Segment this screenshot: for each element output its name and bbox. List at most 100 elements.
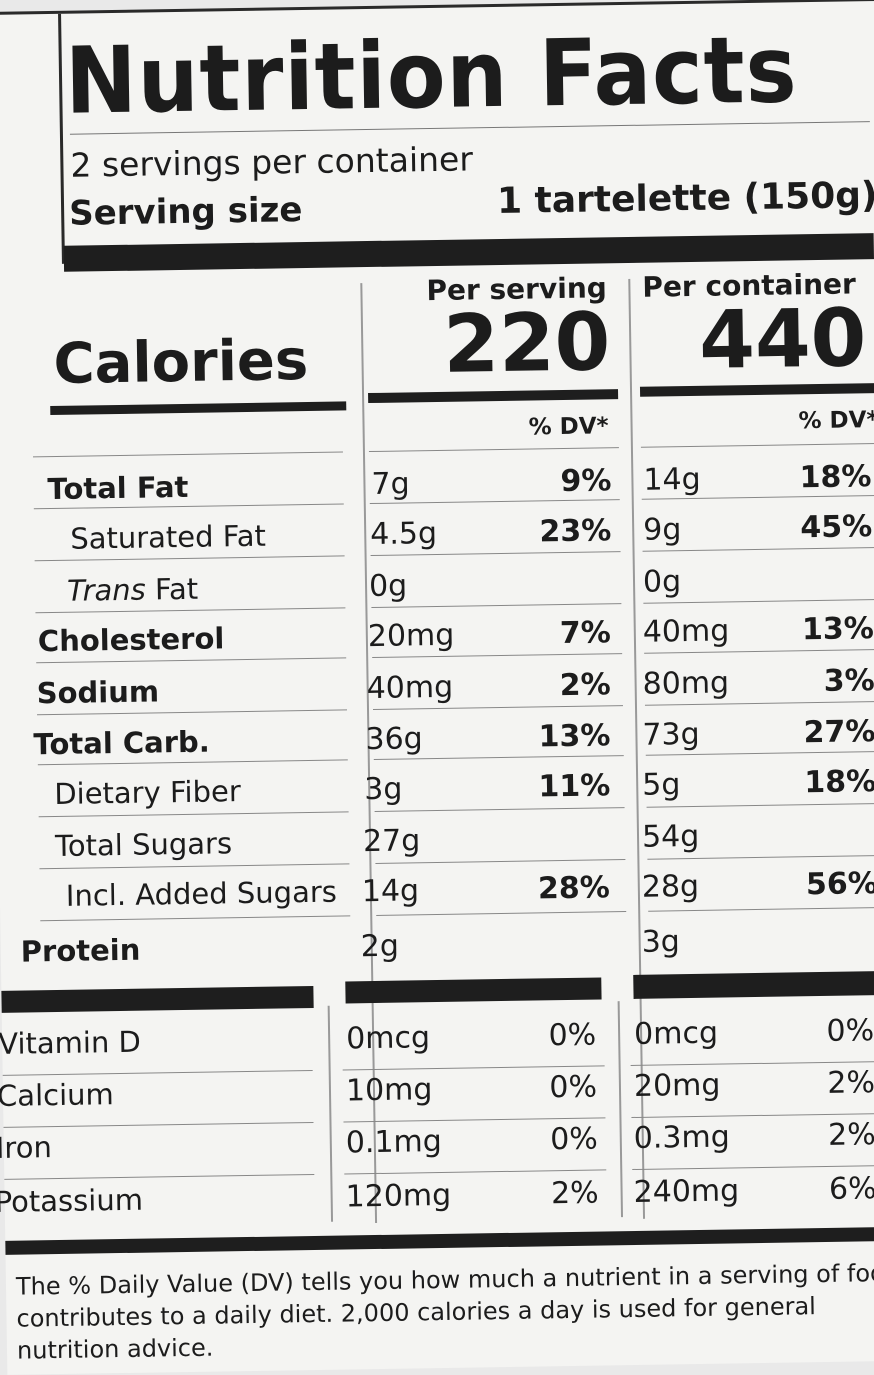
vitamin-rows: Vitamin D 0mcg 0% 0mcg 0% Calcium 10mg 0% 20mg 2%… xyxy=(0,1,874,1222)
nutrient-serving-dv: 9% xyxy=(560,463,612,500)
nutrient-serving-dv xyxy=(491,565,611,567)
row-separator xyxy=(644,701,874,706)
vitamin-serving-amount: 120mg xyxy=(345,1177,452,1215)
row-separator xyxy=(646,803,874,808)
calories-rule-mid xyxy=(368,389,619,404)
vitamin-name: Calcium xyxy=(0,1077,114,1113)
nutrient-container-dv xyxy=(753,561,873,563)
nutrient-serving-dv xyxy=(490,820,610,822)
row-separator xyxy=(344,1169,607,1175)
nutrient-container-amount: 80mg xyxy=(642,665,730,702)
nutrient-container-dv: 18% xyxy=(799,459,872,496)
nutrient-container-dv: 18% xyxy=(804,764,874,801)
vitamin-name: Iron xyxy=(0,1130,53,1165)
row-separator xyxy=(38,811,349,818)
nutrient-serving-amount: 36g xyxy=(365,721,423,758)
row-separator xyxy=(374,807,625,812)
nutrient-container-amount: 14g xyxy=(643,461,701,498)
label-title: Nutrition Facts xyxy=(64,16,799,135)
vitamin-name: Potassium xyxy=(0,1182,144,1220)
row-separator xyxy=(368,447,619,453)
vitamin-serving-dv: 0% xyxy=(549,1121,599,1158)
vitamin-serving-amount: 0.1mg xyxy=(345,1123,443,1161)
serving-size-label: Serving size xyxy=(68,190,303,234)
nutrient-container-amount: 28g xyxy=(641,868,700,905)
vitamin-container-dv: 6% xyxy=(828,1171,874,1207)
row-separator xyxy=(647,855,874,860)
nutrient-name: Incl. Added Sugars xyxy=(65,874,338,913)
trans-prefix: Trans xyxy=(66,572,147,608)
calories-rule-left xyxy=(50,401,347,416)
nutrient-name: Sodium xyxy=(36,674,160,711)
nutrient-serving-dv: 13% xyxy=(538,718,611,755)
row-separator xyxy=(32,451,343,458)
vitamin-bar-mid xyxy=(345,977,602,1004)
nutrient-rows: Total Fat 7g 9% 14g 18% Saturated Fat 4.5g 23% 9… xyxy=(0,1,874,1013)
dv-header-serving: % DV* xyxy=(528,413,609,441)
dv-header-container: % DV* xyxy=(798,407,874,435)
nutrient-container-amount: 5g xyxy=(641,767,681,803)
vitamin-container-amount: 20mg xyxy=(633,1067,721,1104)
calories-label: Calories xyxy=(53,327,309,397)
vitamin-container-dv: 2% xyxy=(827,1117,874,1153)
nutrient-name: Protein xyxy=(20,932,141,969)
nutrient-container-amount: 0g xyxy=(642,564,682,600)
vitamin-serving-dv: 0% xyxy=(548,1017,597,1054)
row-separator xyxy=(4,1173,315,1180)
nutrient-name: Dietary Fiber xyxy=(54,774,242,812)
footnote-line-3: nutrition advice. xyxy=(16,1333,214,1365)
nutrient-container-amount: 3g xyxy=(641,924,681,960)
vitamin-serving-dv: 2% xyxy=(550,1175,599,1212)
row-separator xyxy=(642,547,874,552)
nutrient-serving-dv: 7% xyxy=(559,615,612,652)
nutrient-container-dv: 13% xyxy=(801,611,874,648)
vitamin-container-dv: 2% xyxy=(827,1065,874,1101)
vitamin-col-divider xyxy=(327,1005,333,1222)
nutrient-serving-dv xyxy=(489,925,609,927)
nutrient-serving-dv: 11% xyxy=(538,768,611,805)
row-separator xyxy=(648,907,874,912)
row-separator xyxy=(3,1121,314,1128)
vitamin-bar-left xyxy=(1,985,314,1013)
nutrient-container-amount: 54g xyxy=(641,818,700,855)
nutrient-serving-amount: 2g xyxy=(360,928,400,965)
row-separator xyxy=(370,551,621,557)
row-separator xyxy=(372,705,623,711)
nutrient-name: Total Carb. xyxy=(33,724,211,762)
servings-per-container: 2 servings per container xyxy=(70,139,474,185)
nutrient-serving-dv: 28% xyxy=(537,870,611,907)
nutrient-name: Total Sugars xyxy=(54,826,233,864)
calories-rule-right xyxy=(639,383,874,397)
vitamin-serving-dv: 0% xyxy=(549,1069,598,1106)
nutrient-container-amount: 40mg xyxy=(642,613,730,650)
nutrient-serving-amount: 40mg xyxy=(366,669,454,707)
row-separator xyxy=(643,599,874,604)
nutrient-serving-amount: 20mg xyxy=(367,617,455,655)
nutrient-serving-amount: 0g xyxy=(368,568,408,605)
row-separator xyxy=(39,863,350,870)
row-separator xyxy=(372,653,623,659)
nutrient-container-amount: 9g xyxy=(642,512,682,548)
row-separator xyxy=(375,859,626,864)
vitamin-serving-amount: 0mcg xyxy=(345,1020,431,1057)
nutrient-container-dv: 45% xyxy=(800,509,873,546)
nutrient-name: Cholesterol xyxy=(37,621,225,659)
nutrient-container-dv xyxy=(757,816,874,818)
nutrient-name: Saturated Fat xyxy=(70,518,267,556)
nutrient-serving-amount: 4.5g xyxy=(369,515,438,553)
thick-divider-top xyxy=(63,233,874,272)
nutrient-name: Trans Fat xyxy=(67,572,199,608)
nutrient-container-dv: 56% xyxy=(805,866,874,903)
vitamin-container-amount: 0.3mg xyxy=(633,1119,731,1156)
nutrient-serving-amount: 3g xyxy=(363,771,403,808)
nutrient-serving-amount: 7g xyxy=(371,466,410,503)
nutrient-serving-amount: 27g xyxy=(362,823,421,860)
row-separator xyxy=(640,443,874,448)
vitamin-container-amount: 240mg xyxy=(633,1173,740,1210)
vitamin-serving-amount: 10mg xyxy=(345,1072,433,1109)
row-separator xyxy=(37,709,348,716)
nutrient-container-amount: 73g xyxy=(642,716,700,753)
nutrient-container-dv: 27% xyxy=(803,714,874,751)
nutrient-serving-dv: 23% xyxy=(539,513,612,550)
